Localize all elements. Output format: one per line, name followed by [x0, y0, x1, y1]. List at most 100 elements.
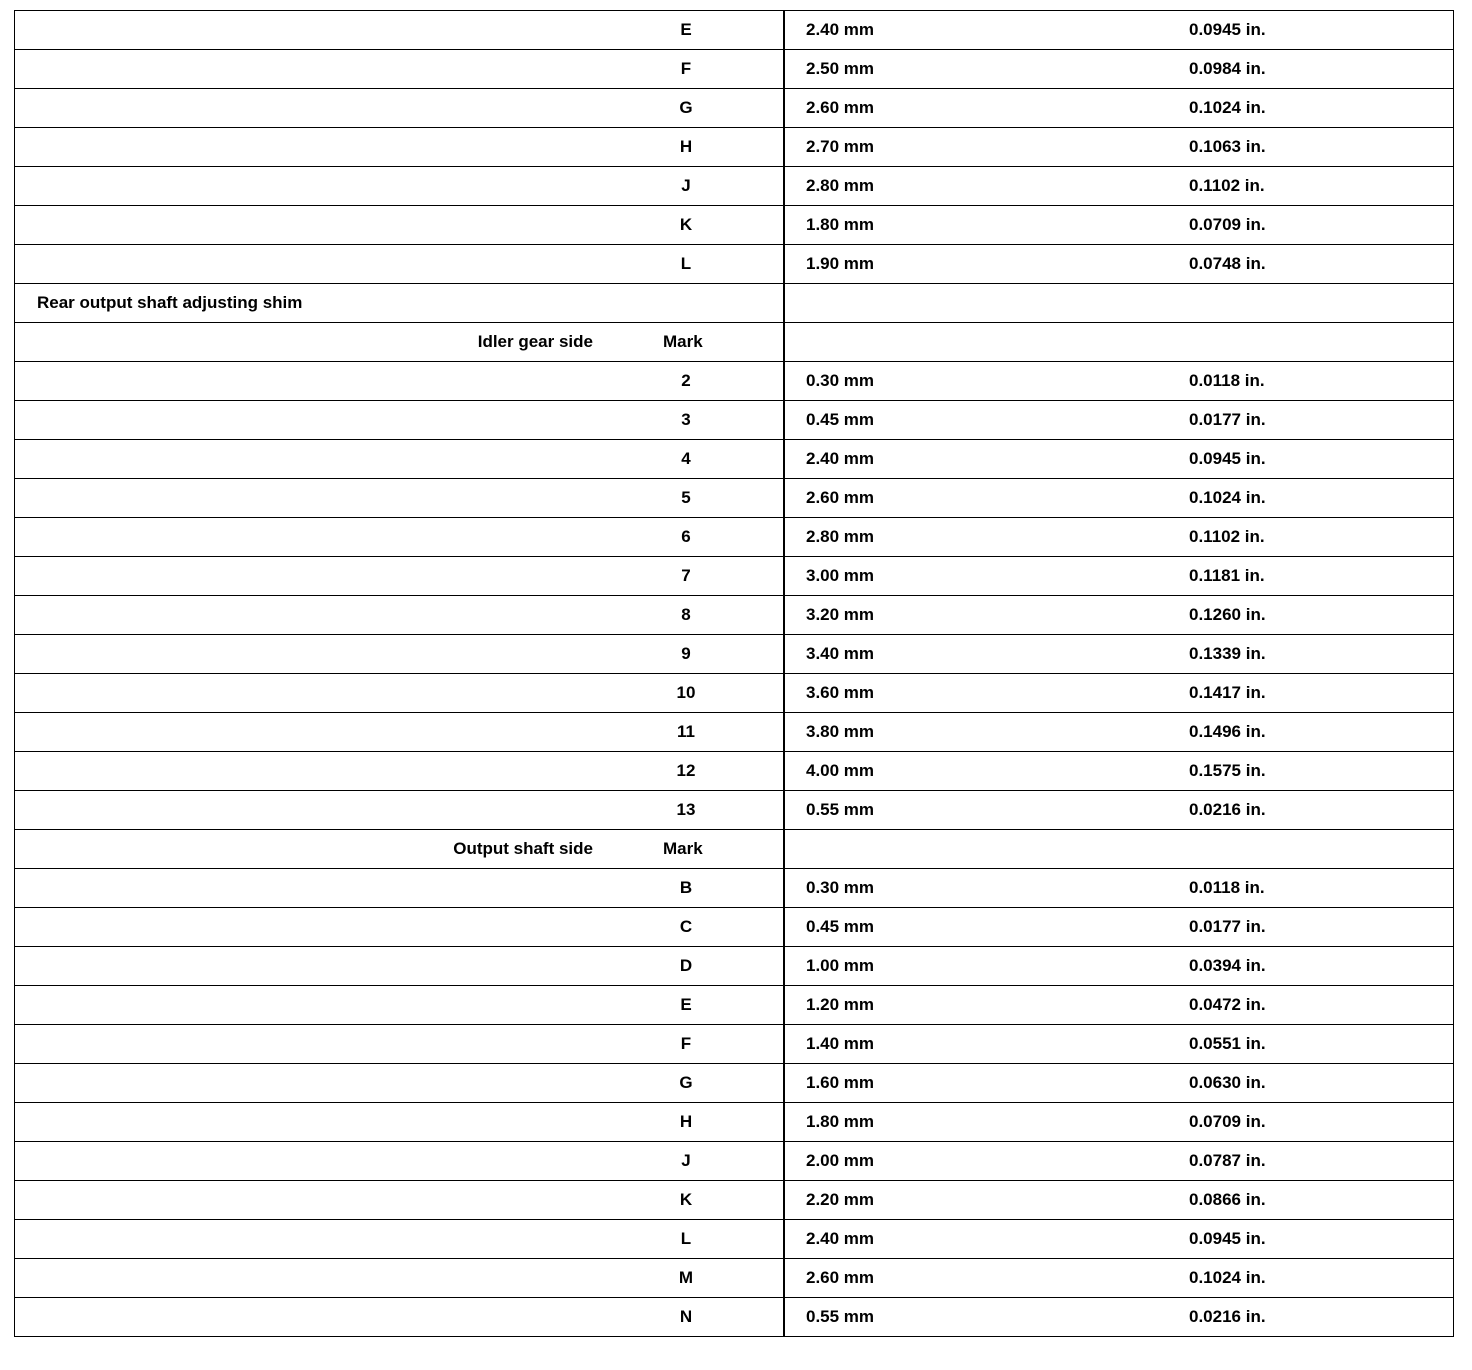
mark-cell: L: [680, 1229, 692, 1248]
mark-cell: J: [681, 176, 691, 195]
column-divider: [783, 635, 785, 673]
column-divider: [783, 128, 785, 166]
mm-cell: 2.40 mm: [806, 1229, 875, 1248]
mm-cell: 0.55 mm: [806, 1307, 875, 1326]
inch-cell: 0.0748 in.: [1189, 254, 1266, 273]
mark-cell: F: [680, 59, 692, 78]
column-divider: [783, 440, 785, 478]
column-divider: [783, 908, 785, 946]
mark-cell: C: [679, 917, 693, 936]
mm-cell: 2.20 mm: [806, 1190, 875, 1209]
mm-cell: 0.30 mm: [806, 878, 875, 897]
mm-cell: 1.80 mm: [806, 215, 875, 234]
column-divider: [783, 557, 785, 595]
column-divider: [783, 1259, 785, 1297]
table-row: H 1.80 mm 0.0709 in.: [15, 1103, 1453, 1142]
table-row: F 1.40 mm 0.0551 in.: [15, 1025, 1453, 1064]
column-divider: [783, 206, 785, 244]
mm-cell: 0.55 mm: [806, 800, 875, 819]
table-row: 3 0.45 mm 0.0177 in.: [15, 401, 1453, 440]
mark-cell: 4: [681, 449, 691, 468]
table-row: M 2.60 mm 0.1024 in.: [15, 1259, 1453, 1298]
mm-cell: 2.60 mm: [806, 98, 875, 117]
mark-cell: J: [681, 1151, 691, 1170]
column-divider: [783, 1103, 785, 1141]
mark-cell: E: [680, 20, 692, 39]
mm-cell: 1.60 mm: [806, 1073, 875, 1092]
column-divider: [783, 89, 785, 127]
mm-cell: 1.20 mm: [806, 995, 875, 1014]
mark-cell: K: [679, 215, 693, 234]
mm-cell: 0.45 mm: [806, 410, 875, 429]
inch-cell: 0.1260 in.: [1189, 605, 1266, 624]
mark-label: Mark: [663, 839, 703, 858]
column-divider: [783, 791, 785, 829]
mark-cell: 7: [681, 566, 691, 585]
mm-cell: 1.40 mm: [806, 1034, 875, 1053]
table-row: B 0.30 mm 0.0118 in.: [15, 869, 1453, 908]
mm-cell: 2.40 mm: [806, 449, 875, 468]
inch-cell: 0.0630 in.: [1189, 1073, 1266, 1092]
table-row: C 0.45 mm 0.0177 in.: [15, 908, 1453, 947]
inch-cell: 0.0984 in.: [1189, 59, 1266, 78]
inch-cell: 0.0118 in.: [1189, 371, 1265, 390]
mark-cell: L: [680, 254, 692, 273]
mark-cell: N: [679, 1307, 693, 1326]
inch-cell: 0.1339 in.: [1189, 644, 1266, 663]
inch-cell: 0.0709 in.: [1189, 1112, 1266, 1131]
table-row: 9 3.40 mm 0.1339 in.: [15, 635, 1453, 674]
mm-cell: 3.60 mm: [806, 683, 875, 702]
mm-cell: 3.20 mm: [806, 605, 875, 624]
mark-cell: E: [680, 995, 692, 1014]
mm-cell: 0.30 mm: [806, 371, 875, 390]
column-divider: [783, 1064, 785, 1102]
inch-cell: 0.1575 in.: [1189, 761, 1266, 780]
table-row: 6 2.80 mm 0.1102 in.: [15, 518, 1453, 557]
inch-cell: 0.1024 in.: [1189, 98, 1266, 117]
mark-cell: 12: [676, 761, 696, 780]
inch-cell: 0.1102 in.: [1189, 527, 1265, 546]
mm-cell: 2.80 mm: [806, 527, 875, 546]
inch-cell: 0.0177 in.: [1189, 410, 1266, 429]
mm-cell: 1.80 mm: [806, 1112, 875, 1131]
table-row: N 0.55 mm 0.0216 in.: [15, 1298, 1453, 1337]
mm-cell: 2.00 mm: [806, 1151, 875, 1170]
mark-cell: G: [679, 98, 693, 117]
mm-cell: 3.00 mm: [806, 566, 875, 585]
table-row: H 2.70 mm 0.1063 in.: [15, 128, 1453, 167]
mark-cell: F: [680, 1034, 692, 1053]
column-divider: [783, 245, 785, 283]
column-divider: [783, 518, 785, 556]
inch-cell: 0.0216 in.: [1189, 800, 1266, 819]
mark-cell: G: [679, 1073, 693, 1092]
mark-cell: 2: [681, 371, 691, 390]
inch-cell: 0.1417 in.: [1189, 683, 1266, 702]
column-divider: [783, 479, 785, 517]
inch-cell: 0.1181 in.: [1189, 566, 1265, 585]
column-divider: [783, 167, 785, 205]
section-title: Rear output shaft adjusting shim: [37, 293, 303, 312]
table-row: 13 0.55 mm 0.0216 in.: [15, 791, 1453, 830]
inch-cell: 0.1024 in.: [1189, 488, 1266, 507]
table-row: J 2.80 mm 0.1102 in.: [15, 167, 1453, 206]
table-row: 8 3.20 mm 0.1260 in.: [15, 596, 1453, 635]
subheading-row: Idler gear side Mark: [15, 323, 1453, 362]
mark-cell: 11: [677, 722, 695, 741]
table-row: D 1.00 mm 0.0394 in.: [15, 947, 1453, 986]
inch-cell: 0.0945 in.: [1189, 1229, 1266, 1248]
mark-cell: H: [679, 1112, 693, 1131]
mark-cell: 10: [676, 683, 696, 702]
table-row: 2 0.30 mm 0.0118 in.: [15, 362, 1453, 401]
mm-cell: 4.00 mm: [806, 761, 875, 780]
mark-cell: 3: [681, 410, 691, 429]
column-divider: [783, 869, 785, 907]
column-divider: [783, 1298, 785, 1336]
mm-cell: 2.70 mm: [806, 137, 875, 156]
column-divider: [783, 1220, 785, 1258]
inch-cell: 0.0394 in.: [1189, 956, 1266, 975]
mm-cell: 2.40 mm: [806, 20, 875, 39]
column-divider: [783, 323, 785, 361]
shim-table: E 2.40 mm 0.0945 in. F 2.50 mm 0.0984 in. G 2.6…: [14, 10, 1454, 1337]
mm-cell: 2.60 mm: [806, 488, 875, 507]
column-divider: [783, 596, 785, 634]
